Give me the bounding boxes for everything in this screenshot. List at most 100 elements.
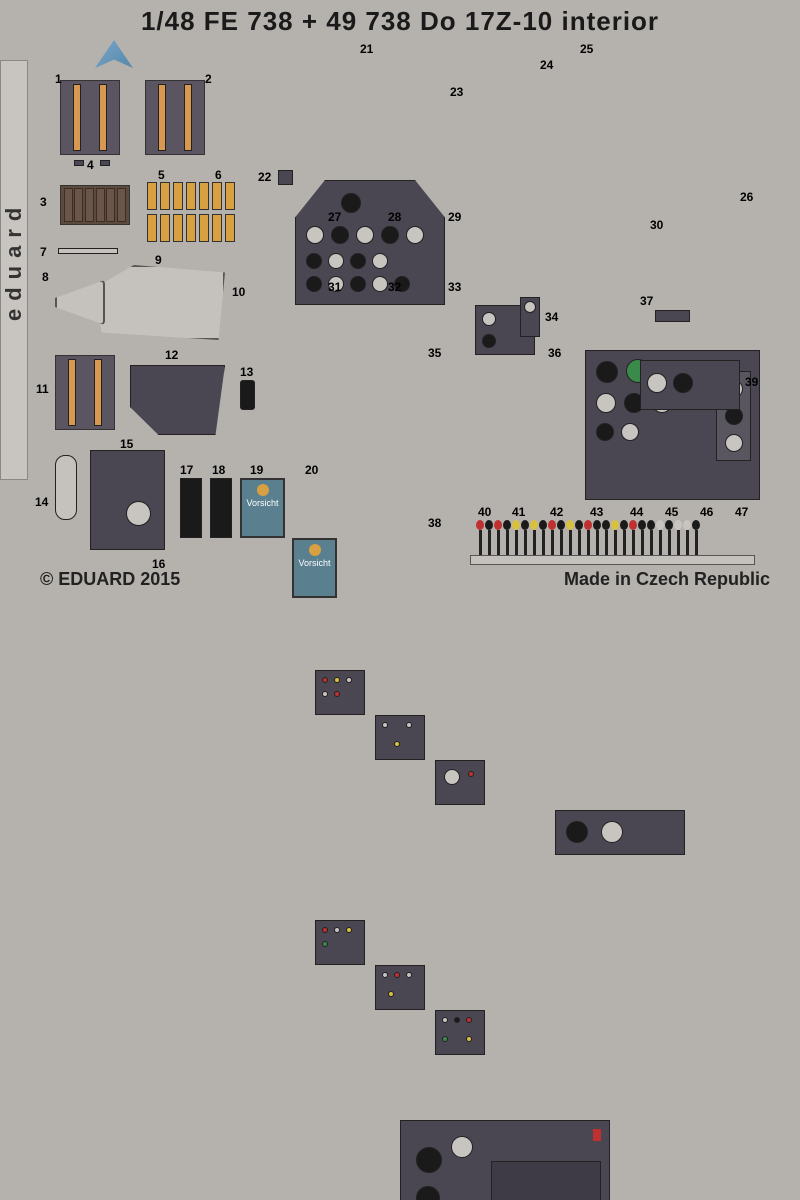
label-41: 41	[512, 505, 525, 519]
buckle	[147, 214, 157, 242]
dot	[394, 741, 400, 747]
part-7	[58, 248, 118, 254]
lever	[667, 520, 672, 555]
label-25: 25	[580, 42, 593, 56]
buckle	[147, 182, 157, 210]
part-seatbelt-1	[60, 80, 120, 155]
dial	[306, 253, 322, 269]
label-47: 47	[735, 505, 748, 519]
lever	[541, 520, 546, 555]
dial	[596, 361, 618, 383]
label-44: 44	[630, 505, 643, 519]
lever	[685, 520, 690, 555]
dial	[372, 276, 388, 292]
buckle	[225, 214, 235, 242]
label-22: 22	[258, 170, 271, 184]
dial	[406, 226, 424, 244]
copyright-text: © EDUARD 2015	[40, 569, 180, 590]
dot	[466, 1017, 472, 1023]
slat	[85, 188, 94, 222]
label-36: 36	[548, 346, 561, 360]
label-28: 28	[388, 210, 401, 224]
label-31: 31	[328, 280, 341, 294]
label-27: 27	[328, 210, 341, 224]
strap	[94, 359, 102, 426]
dot	[454, 1017, 460, 1023]
part-34	[520, 297, 540, 337]
label-46: 46	[700, 505, 713, 519]
part-4b	[100, 160, 110, 166]
dial	[350, 253, 366, 269]
label-9: 9	[155, 253, 162, 267]
inset	[491, 1161, 601, 1200]
label-38: 38	[428, 516, 441, 530]
label-43: 43	[590, 505, 603, 519]
lever	[496, 520, 501, 555]
label-1: 1	[55, 72, 62, 86]
buckle	[212, 182, 222, 210]
dial	[451, 1136, 473, 1158]
dot	[394, 972, 400, 978]
dial	[126, 501, 151, 526]
dot	[322, 941, 328, 947]
dot	[442, 1036, 448, 1042]
label-40: 40	[478, 505, 491, 519]
part-28	[375, 715, 425, 760]
buckle	[212, 214, 222, 242]
dot	[382, 722, 388, 728]
strap	[73, 84, 81, 151]
label-3: 3	[40, 195, 47, 209]
label-4: 4	[87, 158, 94, 172]
title: 1/48 FE 738 + 49 738 Do 17Z-10 interior	[0, 6, 800, 37]
dot	[334, 691, 340, 697]
dial	[341, 193, 361, 213]
part-33	[435, 1010, 485, 1055]
part-14	[55, 455, 77, 520]
part-32	[375, 965, 425, 1010]
dot	[468, 771, 474, 777]
part-37	[655, 310, 690, 322]
label-39: 39	[745, 375, 758, 389]
dial	[372, 253, 388, 269]
label-19: 19	[250, 463, 263, 477]
dot	[322, 927, 328, 933]
dot	[406, 722, 412, 728]
dot	[442, 1017, 448, 1023]
dot	[406, 972, 412, 978]
lever	[658, 520, 663, 555]
part-22	[278, 170, 293, 185]
dot	[334, 677, 340, 683]
lever	[595, 520, 600, 555]
buckle	[225, 182, 235, 210]
lever	[559, 520, 564, 555]
dial	[306, 226, 324, 244]
dot	[466, 1036, 472, 1042]
dial	[482, 312, 496, 326]
label-8: 8	[42, 270, 49, 284]
strap	[158, 84, 166, 151]
lever	[622, 520, 627, 555]
part-brown-3	[60, 185, 130, 225]
buckle	[186, 214, 196, 242]
lever	[487, 520, 492, 555]
lever	[604, 520, 609, 555]
slat	[96, 188, 105, 222]
lever	[694, 520, 699, 555]
dial	[381, 226, 399, 244]
part-30	[555, 810, 685, 855]
label-24: 24	[540, 58, 553, 72]
dial	[621, 423, 639, 441]
dial	[725, 434, 743, 452]
part-31	[315, 920, 365, 965]
part-12	[130, 365, 225, 435]
dial	[596, 423, 614, 441]
buckle	[199, 214, 209, 242]
label-7: 7	[40, 245, 47, 259]
strap	[99, 84, 107, 151]
madein-text: Made in Czech Republic	[564, 569, 770, 590]
label-30: 30	[650, 218, 663, 232]
dial	[647, 373, 667, 393]
dial	[673, 373, 693, 393]
slat	[74, 188, 83, 222]
strap	[68, 359, 76, 426]
